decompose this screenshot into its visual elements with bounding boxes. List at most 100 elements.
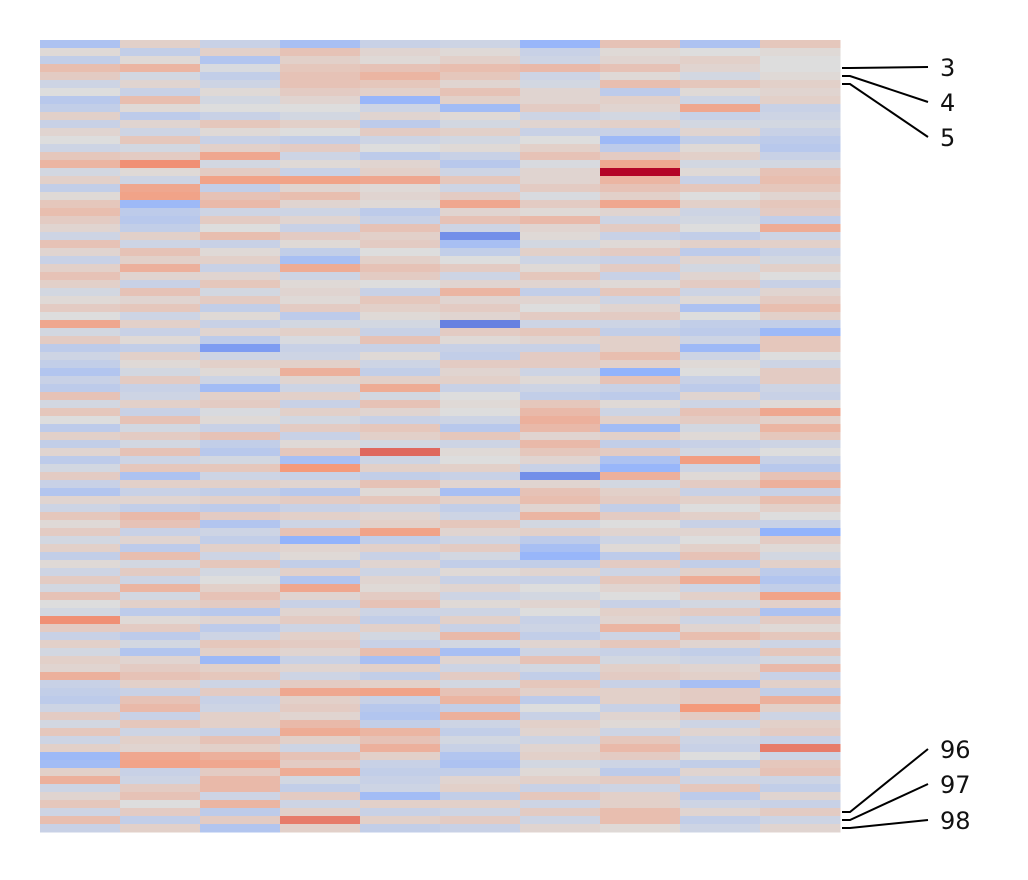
heatmap-cell — [600, 192, 681, 201]
heatmap-cell — [760, 152, 841, 161]
heatmap-cell — [760, 256, 841, 265]
heatmap-cell — [200, 288, 281, 297]
heatmap-cell — [280, 616, 361, 625]
heatmap-cell — [600, 368, 681, 377]
heatmap-cell — [440, 208, 521, 217]
heatmap-cell — [440, 552, 521, 561]
heatmap-cell — [280, 264, 361, 273]
heatmap-cell — [120, 160, 201, 169]
row-annotation-label: 98 — [940, 807, 971, 835]
heatmap-cell — [520, 264, 601, 273]
heatmap-cell — [440, 64, 521, 73]
heatmap-cell — [680, 392, 761, 401]
heatmap-cell — [200, 360, 281, 369]
heatmap-cell — [680, 536, 761, 545]
heatmap-cell — [200, 352, 281, 361]
heatmap-cell — [440, 792, 521, 801]
heatmap-cell — [40, 88, 121, 97]
heatmap-cell — [680, 472, 761, 481]
heatmap-cell — [440, 408, 521, 417]
heatmap-cell — [280, 784, 361, 793]
heatmap-cell — [200, 624, 281, 633]
heatmap-cell — [520, 424, 601, 433]
heatmap-cell — [440, 576, 521, 585]
heatmap-cell — [200, 608, 281, 617]
heatmap-cell — [360, 464, 441, 473]
heatmap-cell — [680, 624, 761, 633]
heatmap-cell — [120, 712, 201, 721]
heatmap-cell — [760, 552, 841, 561]
heatmap-cell — [360, 696, 441, 705]
heatmap-cell — [120, 632, 201, 641]
heatmap-cell — [120, 400, 201, 409]
heatmap-cell — [360, 408, 441, 417]
heatmap-cell — [40, 568, 121, 577]
heatmap-cell — [520, 224, 601, 233]
heatmap-cell — [520, 184, 601, 193]
heatmap-cell — [40, 256, 121, 265]
heatmap-cell — [280, 776, 361, 785]
heatmap-cell — [120, 48, 201, 57]
heatmap-cell — [120, 288, 201, 297]
heatmap-cell — [280, 168, 361, 177]
heatmap-cell — [600, 384, 681, 393]
heatmap-cell — [760, 800, 841, 809]
heatmap-cell — [440, 128, 521, 137]
heatmap-cell — [120, 536, 201, 545]
annotation-connector — [842, 83, 929, 138]
heatmap-cell — [280, 528, 361, 537]
heatmap-cell — [200, 448, 281, 457]
heatmap-cell — [40, 528, 121, 537]
heatmap-cell — [200, 136, 281, 145]
heatmap-cell — [40, 344, 121, 353]
heatmap-cell — [360, 320, 441, 329]
heatmap-cell — [280, 816, 361, 825]
heatmap-cell — [40, 328, 121, 337]
heatmap-cell — [280, 96, 361, 105]
heatmap-cell — [120, 520, 201, 529]
heatmap-cell — [600, 296, 681, 305]
heatmap-cell — [280, 496, 361, 505]
heatmap-cell — [360, 528, 441, 537]
heatmap-cell — [120, 208, 201, 217]
heatmap-cell — [40, 368, 121, 377]
heatmap-cell — [200, 696, 281, 705]
heatmap-cell — [760, 320, 841, 329]
heatmap-cell — [200, 368, 281, 377]
heatmap-cell — [680, 168, 761, 177]
heatmap-cell — [520, 824, 601, 833]
heatmap-cell — [680, 112, 761, 121]
heatmap-cell — [440, 296, 521, 305]
heatmap-cell — [360, 632, 441, 641]
heatmap-cell — [520, 784, 601, 793]
heatmap-cell — [120, 800, 201, 809]
heatmap-cell — [440, 160, 521, 169]
heatmap-cell — [760, 280, 841, 289]
heatmap-cell — [200, 320, 281, 329]
heatmap-cell — [600, 144, 681, 153]
heatmap-cell — [200, 184, 281, 193]
heatmap-cell — [600, 200, 681, 209]
heatmap-cell — [360, 544, 441, 553]
heatmap-cell — [360, 472, 441, 481]
heatmap-cell — [520, 488, 601, 497]
heatmap-cell — [440, 504, 521, 513]
heatmap-cell — [440, 784, 521, 793]
heatmap-cell — [360, 824, 441, 833]
heatmap-cell — [360, 224, 441, 233]
heatmap-cell — [440, 256, 521, 265]
heatmap-cell — [200, 792, 281, 801]
heatmap-cell — [520, 608, 601, 617]
heatmap-cell — [360, 688, 441, 697]
heatmap-cell — [760, 136, 841, 145]
heatmap-cell — [440, 632, 521, 641]
heatmap-cell — [360, 520, 441, 529]
heatmap-cell — [200, 144, 281, 153]
heatmap-cell — [40, 176, 121, 185]
heatmap-cell — [360, 272, 441, 281]
heatmap-cell — [360, 440, 441, 449]
heatmap-cell — [360, 640, 441, 649]
heatmap-cell — [680, 424, 761, 433]
heatmap-cell — [40, 800, 121, 809]
heatmap-cell — [760, 768, 841, 777]
